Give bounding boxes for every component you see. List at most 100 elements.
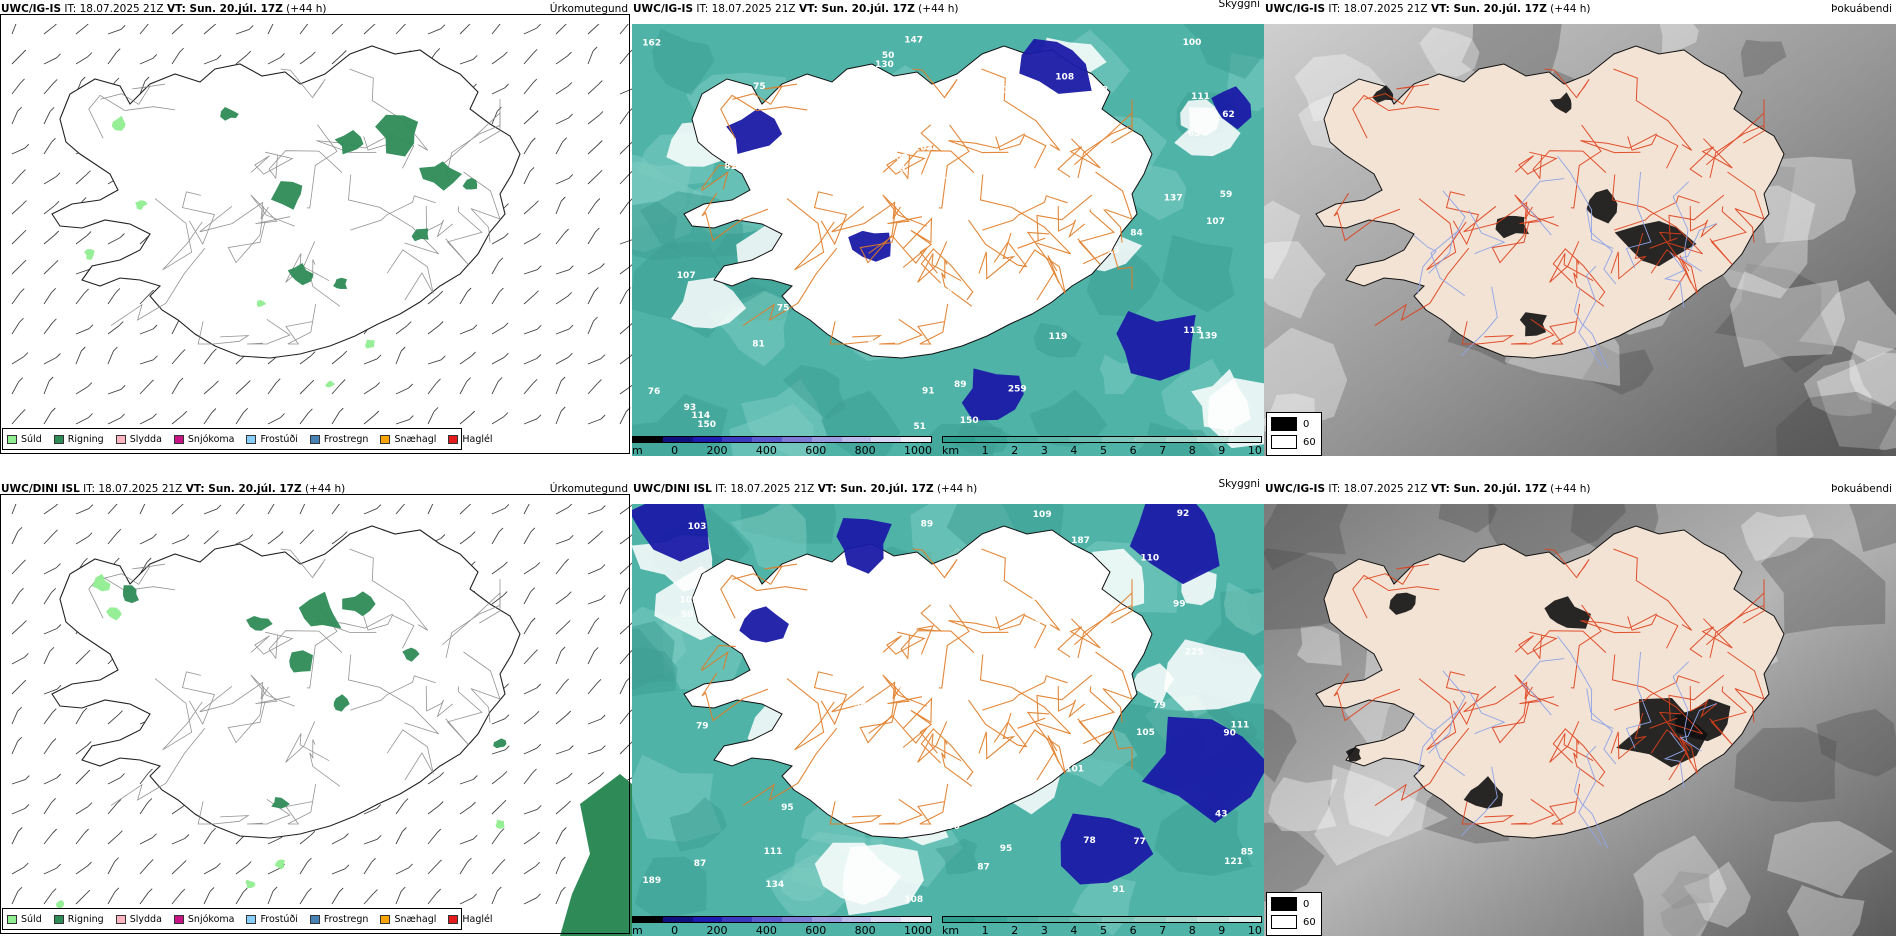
visibility-value-label: 107: [1206, 217, 1225, 227]
visibility-value-label: 134: [765, 880, 784, 890]
visibility-value-label: 90: [1223, 729, 1236, 739]
legend-item: Frostúði: [246, 434, 298, 445]
legend-swatch: [448, 914, 459, 924]
scalebar-tick: 5: [1099, 444, 1107, 457]
visibility-value-label: 100: [1183, 38, 1202, 48]
legend-swatch: [246, 434, 257, 444]
visibility-value-label: 65: [1188, 129, 1201, 139]
scalebar-tick: 10: [1247, 444, 1262, 457]
scalebar-tick: 10: [1247, 924, 1262, 937]
panel-title: UWC/IG-IS IT: 18.07.2025 21Z VT: Sun. 20…: [633, 3, 959, 15]
visibility-value-label: 78: [960, 227, 973, 237]
legend-item: Haglél: [448, 914, 493, 925]
panel-variable-label: Skyggni: [1218, 0, 1261, 10]
visibility-value-label: 92: [1177, 509, 1190, 519]
legend-swatch: [115, 914, 126, 924]
scalebar-tick: 600: [805, 924, 827, 937]
precip-type-legend: Súld Rigning Slydda Snjókoma Frostúði Frostre…: [2, 908, 493, 930]
visibility-value-label: 244: [871, 741, 890, 751]
legend-swatch: [53, 434, 64, 444]
scalebar-tick: 1: [981, 444, 989, 457]
visibility-value-label: 111: [1231, 720, 1250, 730]
legend-label: 60: [1303, 916, 1316, 928]
visibility-value-label: 50: [681, 610, 694, 620]
fog-legend-item: 0: [1271, 417, 1317, 431]
visibility-value-label: 146: [1022, 619, 1041, 629]
visibility-value-label: 50: [882, 51, 895, 61]
visibility-value-label: 101: [1065, 765, 1084, 775]
visibility-value-label: 259: [1008, 385, 1027, 395]
visibility-value-label: 81: [752, 339, 765, 349]
visibility-value-label: 87: [694, 859, 707, 869]
scalebar-tick: 4: [1070, 444, 1078, 457]
visibility-value-label: 77: [1133, 837, 1146, 847]
legend-item: Snjókoma: [173, 434, 234, 445]
legend-swatch: [1271, 435, 1297, 449]
visibility-value-label: 94: [699, 606, 712, 616]
visibility-value-label: 106: [878, 303, 897, 313]
legend-swatch: [115, 434, 126, 444]
scalebar-tick: 8: [1188, 924, 1196, 937]
height-scalebar: m 0 200 400 600 800 1000: [632, 916, 932, 937]
scalebar-tick: 9: [1218, 924, 1226, 937]
visibility-value-label: 147: [904, 36, 923, 46]
panel-title: UWC/IG-IS IT: 18.07.2025 21Z VT: Sun. 20…: [1, 3, 327, 15]
visibility-value-label: 96: [868, 338, 881, 348]
legend-swatch: [53, 914, 64, 924]
visibility-value-label: 107: [677, 271, 696, 281]
scalebar-unit: m: [632, 924, 643, 937]
legend-label: Frostúði: [260, 913, 298, 925]
visibility-value-label: 120: [871, 711, 890, 721]
visibility-value-label: 94: [968, 202, 981, 212]
scalebar-tick: 0: [671, 924, 679, 937]
visibility-value-label: 225: [1185, 647, 1204, 657]
visibility-value-label: 109: [1033, 510, 1052, 520]
visibility-value-label: 108: [904, 895, 923, 905]
legend-item: Snæhagl: [380, 914, 436, 925]
legend-swatch: [7, 434, 17, 444]
legend-label: Snæhagl: [394, 433, 437, 445]
panel-variable-label: Þokuábendi: [1831, 3, 1892, 15]
legend-swatch: [380, 434, 391, 444]
visibility-value-label: 121: [1224, 857, 1243, 867]
scalebar-tick: 1000: [903, 924, 932, 937]
visibility-value-label: 13: [1107, 246, 1120, 256]
visibility-value-label: 45: [831, 162, 844, 172]
visibility-panel-ig: UWC/IG-IS IT: 18.07.2025 21Z VT: Sun. 20…: [632, 0, 1264, 457]
scalebar-tick: 9: [1218, 444, 1226, 457]
scalebar-colors: [942, 436, 1262, 443]
visibility-value-label: 137: [1164, 193, 1183, 203]
panel-title: UWC/IG-IS IT: 18.07.2025 21Z VT: Sun. 20…: [1265, 3, 1591, 15]
fog-legend: 0 60: [1266, 892, 1322, 936]
legend-swatch: [173, 434, 184, 444]
scalebar-tick: 5: [1099, 924, 1107, 937]
legend-item: Frostúði: [246, 913, 298, 925]
visibility-value-label: 110: [1140, 554, 1159, 564]
legend-item: Frostregn: [309, 914, 368, 925]
visibility-value-label: 108: [889, 153, 908, 163]
scalebar-colors: [632, 916, 932, 923]
precip-type-legend: Súld Rigning Slydda Snjókoma Frostúði Frostre…: [2, 428, 493, 450]
scalebar-tick: 1: [981, 924, 989, 937]
visibility-value-label: 255: [1012, 86, 1031, 96]
scalebar-tick: 600: [805, 444, 827, 457]
visibility-value-label: 189: [642, 876, 661, 886]
scalebar-tick: 400: [755, 924, 777, 937]
scalebar-tick: 6: [1129, 444, 1137, 457]
visibility-value-label: 56: [855, 679, 868, 689]
visibility-value-label: 84: [1130, 229, 1143, 239]
scalebar-unit: km: [942, 444, 960, 457]
scalebar-tick: 400: [755, 444, 777, 457]
visibility-value-label: 62: [1222, 110, 1235, 120]
visibility-value-label: 111: [1191, 92, 1210, 102]
visibility-value-label: 150: [960, 416, 979, 426]
legend-label: 0: [1303, 418, 1310, 430]
visibility-value-label: 105: [1136, 728, 1155, 738]
visibility-value-label: 75: [777, 303, 790, 313]
km-scalebar: km 1 2 3 4 5 6 7 8 9 10: [942, 916, 1262, 937]
legend-label: Frostregn: [323, 433, 369, 445]
visibility-value-label: 138: [703, 572, 722, 582]
scalebar-tick: 7: [1159, 444, 1167, 457]
visibility-value-label: 107: [1067, 671, 1086, 681]
legend-swatch: [309, 914, 320, 924]
